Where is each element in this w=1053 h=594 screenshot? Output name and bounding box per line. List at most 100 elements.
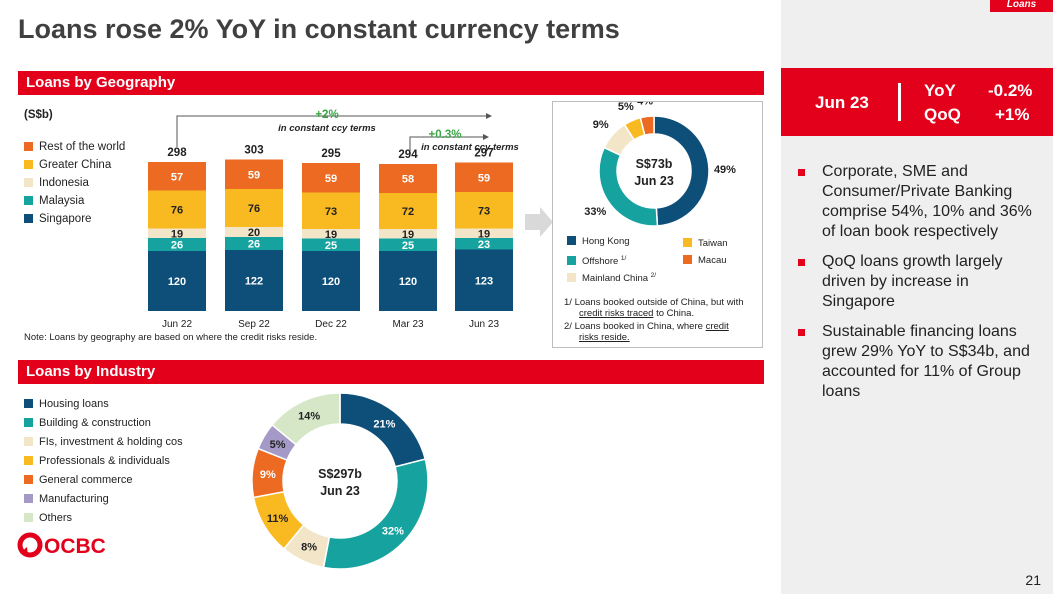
bar-total-label: 298 xyxy=(167,147,187,159)
legend-swatch xyxy=(24,418,33,427)
footnote-1-num: 1/ xyxy=(564,297,572,308)
legend-macau-label: Macau xyxy=(698,255,727,266)
donut-center-amount: S$297b xyxy=(318,467,362,481)
slide-title: Loans rose 2% YoY in constant currency t… xyxy=(18,14,620,44)
page-number: 21 xyxy=(1025,572,1041,588)
bar-segment-malaysia xyxy=(302,238,360,251)
bar-total-label: 297 xyxy=(474,148,493,160)
bar-total-label: 295 xyxy=(321,148,341,160)
bar-total-label: 294 xyxy=(398,149,418,161)
bar-total-label: 303 xyxy=(244,145,263,157)
legend-label: Building & construction xyxy=(39,417,151,429)
legend-swatch xyxy=(24,437,33,446)
legend-item-professionals-individuals: Professionals & individuals xyxy=(24,455,170,467)
qoq-arrowhead-icon xyxy=(483,134,489,140)
kpi-box: Jun 23 YoY -0.2% QoQ +1% xyxy=(781,68,1053,136)
legend-label: Malaysia xyxy=(39,195,85,207)
bar-segment-rest-of-the-world xyxy=(225,159,283,189)
bar-segment-malaysia xyxy=(379,238,437,251)
bullet-marker xyxy=(798,329,805,336)
ocbc-logo-icon: OCBC xyxy=(17,532,106,558)
donut-slice-macau xyxy=(639,115,655,137)
legend-label: Rest of the world xyxy=(39,141,126,153)
legend-item-rest-of-the-world: Rest of the world xyxy=(24,141,125,153)
donut-label: 11% xyxy=(267,513,289,525)
bar-segment-greater-china xyxy=(455,192,513,229)
donut-label: 32% xyxy=(382,526,404,538)
legend-swatch xyxy=(24,456,33,465)
bar-value-label: 19 xyxy=(402,229,414,241)
legend-swatch xyxy=(24,178,33,187)
legend-item-malaysia: Malaysia xyxy=(24,195,84,207)
qoq-growth-bracket xyxy=(409,136,483,151)
footnote-1-underlined: credit risks traced xyxy=(579,308,654,319)
bar-value-label: 73 xyxy=(478,205,490,217)
donut-label: 21% xyxy=(373,419,395,431)
donut-slice-others xyxy=(271,392,341,446)
bar-value-label: 57 xyxy=(171,171,183,183)
bar-value-label: 120 xyxy=(168,276,186,288)
unit-label: (S$b) xyxy=(24,109,53,121)
donut-label: 5% xyxy=(618,102,634,113)
legend-mainland-sup: 2/ xyxy=(650,272,657,279)
footnote-1-line1: Loans booked outside of China, but with xyxy=(574,297,744,308)
bar-value-label: 123 xyxy=(475,275,493,287)
bar-segment-rest-of-the-world xyxy=(302,163,360,193)
taiwan-swatch xyxy=(683,238,692,247)
bar-segment-singapore xyxy=(455,249,513,311)
legend-item-building-construction: Building & construction xyxy=(24,417,151,429)
legend-mainland-label: Mainland China xyxy=(582,273,649,285)
footnote-1-rest: to China. xyxy=(653,308,695,319)
yoy-growth-text: in constant ccy terms xyxy=(278,123,376,134)
donut-label: 5% xyxy=(270,439,286,451)
bar-segment-singapore xyxy=(379,251,437,311)
bar-value-label: 120 xyxy=(322,276,340,288)
footnote-2-line1: Loans booked in China, where xyxy=(574,321,706,332)
bar-value-label: 120 xyxy=(399,276,417,288)
bar-segment-indonesia xyxy=(455,228,513,238)
bar-value-label: 19 xyxy=(325,229,337,241)
bar-value-label: 19 xyxy=(171,228,183,240)
bullet-item: Corporate, SME and Consumer/Private Bank… xyxy=(798,162,1043,242)
legend-swatch xyxy=(24,196,33,205)
legend-mainland: Mainland China 2/ xyxy=(567,272,656,284)
bar-value-label: 26 xyxy=(171,240,183,252)
bar-segment-indonesia xyxy=(148,228,206,238)
yoy-growth-pct: +2% xyxy=(315,109,338,121)
bar-value-label: 59 xyxy=(325,173,337,185)
flow-arrow-icon xyxy=(525,207,553,237)
legend-swatch xyxy=(24,214,33,223)
bar-segment-singapore xyxy=(148,251,206,311)
macau-swatch xyxy=(683,255,692,264)
legend-taiwan: Taiwan xyxy=(683,238,728,249)
geo-note: Note: Loans by geography are based on wh… xyxy=(24,332,318,343)
footnote-2-underlined-2: risks reside. xyxy=(579,332,630,343)
bar-segment-greater-china xyxy=(148,190,206,229)
industry-donut-chart: 21% 32% 8% 11% 9% 5% 14% S$297b Jun 23 xyxy=(251,392,429,570)
legend-macau: Macau xyxy=(683,255,727,266)
bullet-text: Sustainable financing loans grew 29% YoY… xyxy=(822,323,1030,400)
legend-item-indonesia: Indonesia xyxy=(24,177,89,189)
bullet-list: Corporate, SME and Consumer/Private Bank… xyxy=(798,162,1043,412)
legend-label: Manufacturing xyxy=(39,493,109,505)
bar-segment-singapore xyxy=(225,250,283,311)
bar-value-label: 73 xyxy=(325,206,337,218)
donut-label: 9% xyxy=(260,469,276,481)
bar-value-label: 25 xyxy=(325,240,337,252)
bar-segment-greater-china xyxy=(379,193,437,229)
donut-label: 14% xyxy=(298,410,320,422)
footnote-1: 1/ Loans booked outside of China, but wi… xyxy=(564,297,760,319)
legend-taiwan-label: Taiwan xyxy=(698,238,728,249)
x-tick-label: Jun 23 xyxy=(469,319,499,330)
ocbc-logo-text: OCBC xyxy=(44,535,106,558)
bar-segment-greater-china xyxy=(302,192,360,229)
x-tick-label: Dec 22 xyxy=(315,319,347,330)
bar-value-label: 58 xyxy=(402,174,414,186)
kpi-yoy-value: -0.2% xyxy=(988,81,1033,100)
bullet-item: QoQ loans growth largely driven by incre… xyxy=(798,252,1043,312)
industry-section-bar: Loans by Industry xyxy=(18,360,764,384)
offshore-swatch xyxy=(567,256,576,266)
x-tick-label: Mar 23 xyxy=(392,319,424,330)
legend-item-others: Others xyxy=(24,512,72,524)
legend-item-fis-investment-holding-cos: FIs, investment & holding cos xyxy=(24,436,183,448)
